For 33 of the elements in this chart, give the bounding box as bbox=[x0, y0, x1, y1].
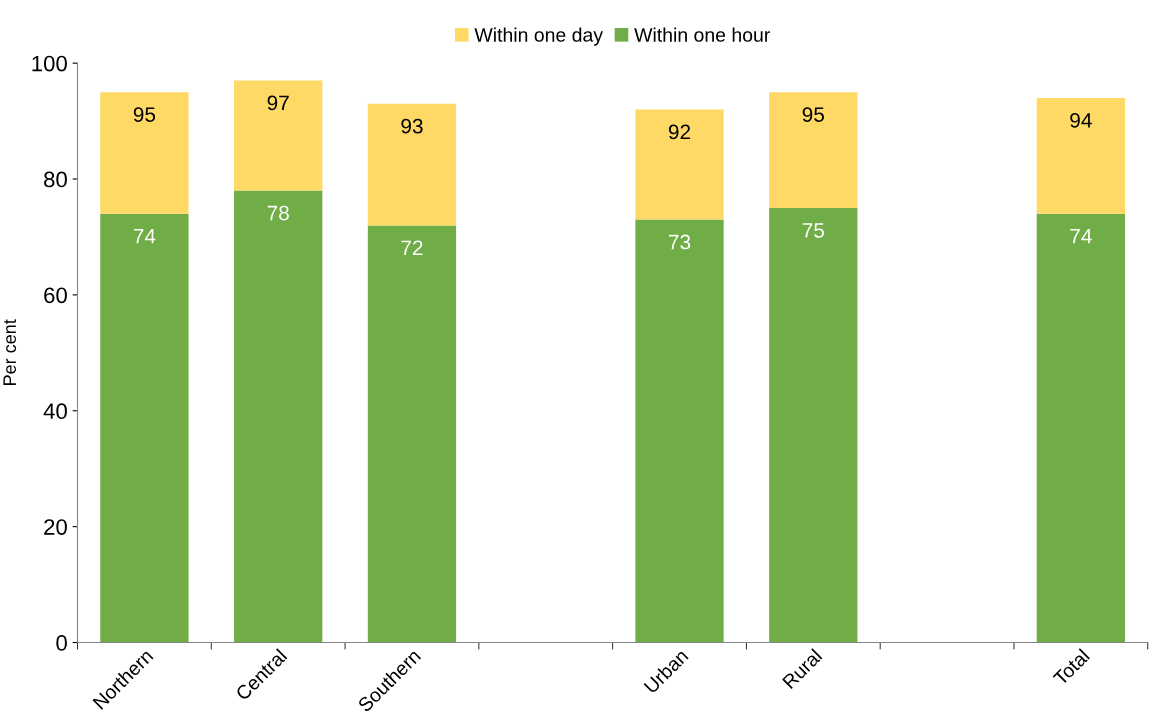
data-label: 73 bbox=[669, 234, 691, 250]
bar bbox=[635, 109, 724, 220]
y-axis-title: Per cent bbox=[3, 319, 17, 385]
total-label: 95 bbox=[133, 107, 156, 122]
total-label: 93 bbox=[401, 118, 423, 134]
bar bbox=[367, 103, 457, 226]
y-tick-label: 0 bbox=[56, 635, 67, 651]
bar bbox=[1036, 97, 1125, 214]
y-tick-label: 60 bbox=[44, 287, 67, 304]
bar bbox=[367, 225, 457, 643]
bar bbox=[100, 213, 189, 643]
data-label: 74 bbox=[1070, 229, 1092, 244]
y-tick-label: 80 bbox=[44, 171, 67, 188]
y-tick-label: 100 bbox=[32, 55, 67, 72]
legend-label: Within one hour bbox=[634, 27, 770, 42]
data-label: 74 bbox=[133, 229, 156, 244]
bar bbox=[769, 92, 858, 208]
total-label: 94 bbox=[1070, 112, 1092, 128]
bar bbox=[234, 190, 323, 643]
y-tick-label: 20 bbox=[44, 519, 67, 535]
data-label: 78 bbox=[267, 205, 289, 221]
data-label: 72 bbox=[401, 240, 423, 255]
total-label: 97 bbox=[267, 95, 289, 111]
y-tick-label: 40 bbox=[43, 403, 67, 420]
total-label: 92 bbox=[668, 124, 691, 140]
bar bbox=[769, 208, 858, 643]
bar bbox=[234, 80, 323, 191]
data-label: 75 bbox=[802, 223, 825, 238]
bar bbox=[100, 92, 189, 214]
total-label: 95 bbox=[802, 107, 825, 122]
legend-label: Within one day bbox=[474, 27, 603, 46]
bar bbox=[635, 219, 724, 643]
bar bbox=[1036, 213, 1125, 643]
